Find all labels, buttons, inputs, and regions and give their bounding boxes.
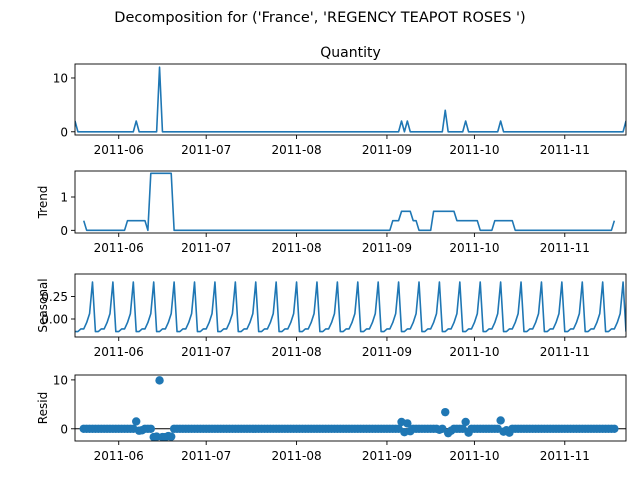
plot-area [75, 376, 626, 441]
y-tick-label: 0 [60, 224, 68, 238]
resid-point [610, 424, 619, 433]
panel-title: Quantity [320, 45, 381, 61]
x-tick-label: 2011-11 [540, 345, 590, 359]
x-tick-label: 2011-07 [181, 449, 231, 463]
axes-frame [74, 63, 627, 136]
x-tick-label: 2011-08 [271, 449, 321, 463]
x-tick-label: 2011-06 [94, 143, 144, 157]
y-tick-label: 0 [60, 125, 68, 139]
resid-point [146, 424, 155, 433]
x-tick-label: 2011-08 [271, 241, 321, 255]
resid-point [132, 417, 141, 426]
x-tick-label: 2011-07 [181, 143, 231, 157]
plot-area [82, 172, 616, 232]
resid-point [441, 407, 450, 417]
resid-point [438, 424, 447, 433]
panel-1: Quantity 2011-06 2011-07 2011-08 2011-09 2011… [53, 45, 627, 157]
axes-frame [74, 170, 627, 234]
x-tick-label: 2011-07 [181, 345, 231, 359]
axes-frame [74, 374, 627, 442]
y-tick-label: 1 [60, 191, 68, 205]
axes-frame [74, 273, 627, 338]
series-line [75, 66, 626, 133]
x-tick-label: 2011-11 [540, 449, 590, 463]
y-tick-label: 0 [60, 422, 68, 436]
resid-point [167, 432, 176, 441]
y-tick-label: 0.25 [41, 290, 68, 304]
resid-point [403, 419, 412, 428]
panel-4: Resid 2011-06 2011-07 2011-08 2011-09 2011-10… [36, 373, 627, 463]
series-line [82, 172, 616, 232]
y-tick-label: 0.00 [41, 313, 68, 327]
resid-point [496, 416, 505, 425]
x-tick-label: 2011-08 [271, 143, 321, 157]
y-axis-label: Seasonal [36, 278, 50, 332]
x-tick-label: 2011-06 [94, 345, 144, 359]
x-tick-label: 2011-11 [540, 241, 590, 255]
x-tick-label: 2011-09 [362, 449, 412, 463]
x-tick-label: 2011-10 [449, 345, 499, 359]
figure-suptitle: Decomposition for ('France', 'REGENCY TE… [114, 10, 525, 26]
x-tick-label: 2011-10 [449, 241, 499, 255]
y-tick-label: 10 [53, 373, 68, 387]
x-tick-label: 2011-06 [94, 241, 144, 255]
y-tick-label: 10 [53, 71, 68, 85]
x-tick-label: 2011-09 [362, 143, 412, 157]
x-tick-label: 2011-11 [540, 143, 590, 157]
panels: Quantity 2011-06 2011-07 2011-08 2011-09 2011… [36, 45, 627, 463]
x-tick-label: 2011-09 [362, 345, 412, 359]
x-tick-label: 2011-06 [94, 449, 144, 463]
series-line [75, 281, 626, 333]
y-axis-label: Trend [36, 186, 50, 220]
resid-point [155, 376, 164, 385]
x-tick-label: 2011-07 [181, 241, 231, 255]
resid-point [461, 417, 470, 427]
x-tick-label: 2011-10 [449, 449, 499, 463]
x-tick-label: 2011-10 [449, 143, 499, 157]
y-axis-label: Resid [36, 392, 50, 424]
plot-area [75, 281, 626, 333]
x-tick-label: 2011-08 [271, 345, 321, 359]
panel-3: Seasonal 2011-06 2011-07 2011-08 2011-09 2011… [36, 273, 627, 359]
plot-area [75, 66, 626, 133]
panel-2: Trend 2011-06 2011-07 2011-08 2011-09 2011-10… [36, 170, 627, 255]
x-tick-label: 2011-09 [362, 241, 412, 255]
